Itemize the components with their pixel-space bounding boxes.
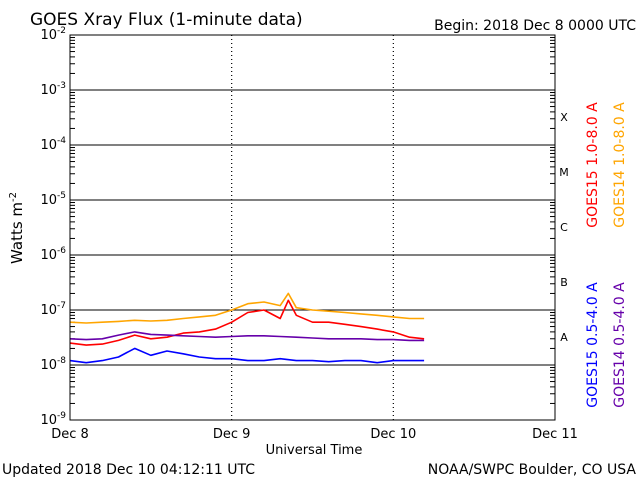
x-tick-label: Dec 9 — [213, 427, 251, 442]
y-tick-label: 10-2 — [40, 26, 66, 43]
y-tick-labels: 10-2 10-3 10-4 10-5 10-6 10-7 10-8 10-9 — [40, 26, 66, 428]
minor-ticks — [70, 37, 555, 404]
source-credit: NOAA/SWPC Boulder, CO USA — [428, 462, 637, 478]
legend-entry: GOES14 0.5-4.0 A — [612, 282, 628, 408]
legend-entry: GOES15 1.0-8.0 A — [585, 102, 601, 228]
y-axis-label-exponent: -2 — [8, 192, 19, 202]
begin-label: Begin: 2018 Dec 8 0000 UTC — [434, 18, 636, 34]
x-axis-label: Universal Time — [266, 443, 363, 458]
flare-class-label: C — [560, 221, 568, 234]
grid-lines — [70, 35, 555, 420]
x-tick-label: Dec 8 — [51, 427, 89, 442]
y-tick-label: 10-4 — [40, 136, 66, 153]
legend-entry: GOES15 0.5-4.0 A — [585, 282, 601, 408]
legend-entry: GOES14 1.0-8.0 A — [612, 102, 628, 228]
flare-class-label: A — [560, 331, 568, 344]
x-tick-label: Dec 11 — [532, 427, 578, 442]
plot-frame — [69, 34, 556, 421]
y-tick-label: 10-9 — [40, 411, 66, 428]
x-tick-labels: Dec 8 Dec 9 Dec 10 Dec 11 — [51, 427, 578, 442]
updated-timestamp: Updated 2018 Dec 10 04:12:11 UTC — [2, 462, 255, 478]
series-line — [69, 292, 425, 324]
y-tick-label: 10-5 — [40, 191, 66, 208]
flare-class-label: M — [559, 166, 569, 179]
flare-class-label: B — [560, 276, 568, 289]
series-line — [69, 299, 425, 346]
legend: GOES15 1.0-8.0 A GOES14 1.0-8.0 A GOES15 0… — [585, 102, 628, 408]
y-tick-label: 10-3 — [40, 81, 66, 98]
y-axis-label: Watts m-2 — [8, 192, 26, 264]
series-line — [69, 331, 425, 342]
series-lines — [69, 292, 425, 364]
x-tick-label: Dec 10 — [370, 427, 416, 442]
flare-class-label: X — [560, 111, 568, 124]
flare-class-labels: X M C B A — [559, 111, 569, 344]
chart-title: GOES Xray Flux (1-minute data) — [30, 10, 303, 30]
series-line — [69, 347, 425, 364]
y-tick-label: 10-8 — [40, 356, 66, 373]
y-tick-label: 10-7 — [40, 301, 66, 318]
y-tick-label: 10-6 — [40, 246, 66, 263]
